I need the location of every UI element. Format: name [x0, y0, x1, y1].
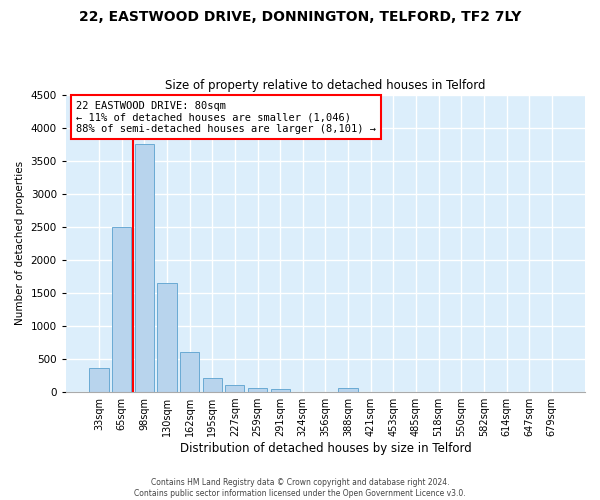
- Bar: [89, 368, 109, 392]
- Bar: [338, 388, 358, 392]
- Bar: [203, 378, 222, 392]
- X-axis label: Distribution of detached houses by size in Telford: Distribution of detached houses by size …: [179, 442, 471, 455]
- Title: Size of property relative to detached houses in Telford: Size of property relative to detached ho…: [165, 79, 485, 92]
- Bar: [225, 385, 244, 392]
- Text: Contains HM Land Registry data © Crown copyright and database right 2024.
Contai: Contains HM Land Registry data © Crown c…: [134, 478, 466, 498]
- Bar: [271, 389, 290, 392]
- Y-axis label: Number of detached properties: Number of detached properties: [15, 162, 25, 326]
- Text: 22 EASTWOOD DRIVE: 80sqm
← 11% of detached houses are smaller (1,046)
88% of sem: 22 EASTWOOD DRIVE: 80sqm ← 11% of detach…: [76, 100, 376, 134]
- Bar: [248, 388, 267, 392]
- Bar: [157, 283, 176, 392]
- Bar: [112, 227, 131, 392]
- Bar: [180, 352, 199, 392]
- Text: 22, EASTWOOD DRIVE, DONNINGTON, TELFORD, TF2 7LY: 22, EASTWOOD DRIVE, DONNINGTON, TELFORD,…: [79, 10, 521, 24]
- Bar: [135, 144, 154, 392]
